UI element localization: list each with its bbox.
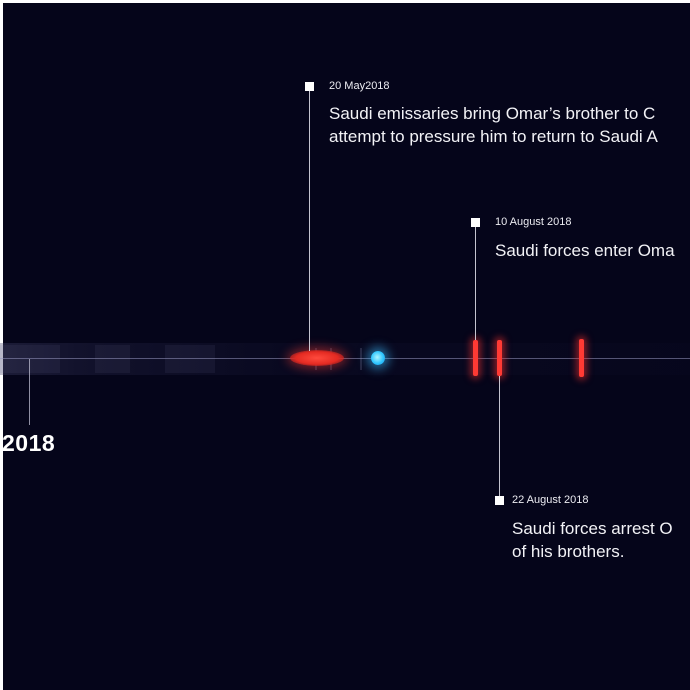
image-border-top (0, 0, 690, 3)
event-marker-may[interactable] (290, 350, 344, 366)
event-date: 20 May2018 (329, 80, 390, 92)
event-marker-aug-10[interactable] (473, 340, 478, 376)
event-description: Saudi forces enter Oma (495, 241, 675, 260)
event-leader-line (499, 376, 500, 498)
event-leader-line (309, 89, 310, 351)
event-date: 10 August 2018 (495, 216, 572, 228)
event-description: attempt to pressure him to return to Sau… (329, 127, 658, 146)
event-marker-aug-22[interactable] (497, 340, 502, 376)
timeline-axis (0, 358, 690, 359)
event-pin-square (495, 496, 504, 505)
timeline-glow-segment (165, 345, 215, 373)
event-date: 22 August 2018 (512, 494, 589, 506)
event-marker[interactable] (579, 339, 584, 377)
event-description: of his brothers. (512, 542, 625, 561)
event-leader-line (475, 226, 476, 340)
event-description: Saudi emissaries bring Omar’s brother to… (329, 104, 656, 123)
timeline-axis-glow (0, 343, 690, 375)
current-position-marker[interactable] (371, 351, 385, 365)
timeline-glow-segment (0, 345, 60, 373)
year-tick (29, 359, 30, 425)
event-description: Saudi forces arrest O (512, 519, 673, 538)
timeline-glow-segment (95, 345, 130, 373)
timeline-minor-tick (360, 348, 362, 370)
image-border-left (0, 0, 3, 690)
event-pin-square (471, 218, 480, 227)
event-pin-square (305, 82, 314, 91)
year-label: 2018 (2, 430, 56, 456)
